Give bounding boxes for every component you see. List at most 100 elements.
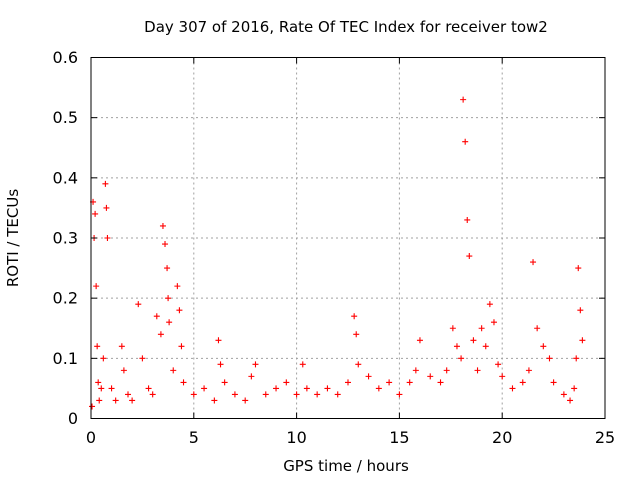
x-tick-label: 0 bbox=[86, 428, 96, 447]
y-tick-label: 0.5 bbox=[53, 108, 78, 127]
y-tick-label: 0.1 bbox=[53, 349, 78, 368]
data-point bbox=[495, 361, 502, 368]
data-point bbox=[174, 283, 181, 290]
data-point bbox=[215, 337, 222, 344]
x-tick-label: 10 bbox=[286, 428, 306, 447]
data-point bbox=[577, 307, 584, 314]
data-point bbox=[190, 391, 197, 398]
data-point bbox=[406, 379, 413, 386]
data-point bbox=[165, 295, 172, 302]
data-point bbox=[303, 385, 310, 392]
data-point bbox=[375, 385, 382, 392]
data-point bbox=[201, 385, 208, 392]
data-point bbox=[231, 391, 238, 398]
data-point bbox=[145, 385, 152, 392]
data-point bbox=[571, 385, 578, 392]
data-point bbox=[164, 265, 171, 272]
data-point bbox=[386, 379, 393, 386]
data-point bbox=[519, 379, 526, 386]
data-point bbox=[102, 180, 109, 187]
data-point bbox=[98, 385, 105, 392]
data-point bbox=[449, 325, 456, 332]
data-point bbox=[427, 373, 434, 380]
data-point bbox=[462, 138, 469, 145]
data-point bbox=[345, 379, 351, 386]
data-point bbox=[546, 355, 553, 362]
data-point bbox=[262, 391, 269, 398]
data-point bbox=[396, 391, 403, 398]
data-point bbox=[104, 235, 111, 241]
x-axis-label: GPS time / hours bbox=[283, 457, 409, 475]
data-point bbox=[93, 283, 100, 290]
data-point bbox=[221, 379, 228, 386]
data-point bbox=[159, 222, 166, 229]
data-point bbox=[157, 331, 164, 338]
data-point bbox=[314, 391, 321, 398]
data-point bbox=[92, 210, 99, 217]
grid bbox=[91, 57, 605, 419]
data-point bbox=[166, 319, 173, 326]
data-point bbox=[129, 397, 136, 404]
data-point bbox=[460, 96, 467, 103]
data-point bbox=[180, 379, 187, 386]
data-point bbox=[486, 301, 493, 308]
data-point bbox=[443, 367, 450, 374]
y-tick-label: 0.4 bbox=[53, 168, 78, 187]
data-point bbox=[575, 265, 582, 272]
x-tick-label: 20 bbox=[492, 428, 512, 447]
data-point bbox=[100, 355, 107, 362]
data-point bbox=[482, 343, 489, 350]
data-point bbox=[324, 385, 331, 392]
x-tick-label: 25 bbox=[595, 428, 615, 447]
data-points bbox=[89, 96, 586, 410]
data-point bbox=[248, 373, 255, 380]
data-point bbox=[334, 391, 341, 398]
data-point bbox=[153, 313, 160, 320]
y-tick-label: 0.6 bbox=[53, 48, 78, 67]
data-point bbox=[464, 216, 471, 223]
data-point bbox=[135, 301, 142, 308]
data-point bbox=[103, 204, 110, 211]
data-point bbox=[534, 325, 541, 332]
data-point bbox=[579, 337, 586, 344]
data-point bbox=[355, 361, 362, 368]
data-point bbox=[351, 313, 358, 320]
data-point bbox=[108, 385, 115, 392]
chart-title: Day 307 of 2016, Rate Of TEC Index for r… bbox=[144, 18, 548, 36]
data-point bbox=[490, 319, 497, 326]
data-point bbox=[96, 397, 103, 404]
data-point bbox=[530, 259, 537, 266]
data-point bbox=[217, 361, 224, 368]
data-point bbox=[470, 337, 477, 344]
data-point bbox=[89, 403, 96, 410]
data-point bbox=[466, 253, 473, 260]
data-point bbox=[299, 361, 306, 368]
x-tick-labels: 0 5 10 15 20 25 bbox=[86, 428, 615, 447]
data-point bbox=[437, 379, 444, 386]
y-tick-label: 0.3 bbox=[53, 229, 78, 248]
data-point bbox=[211, 397, 218, 404]
y-tick-labels: 0 0.1 0.2 0.3 0.4 0.5 0.6 bbox=[53, 48, 78, 428]
data-point bbox=[176, 307, 183, 314]
x-tick-label: 5 bbox=[189, 428, 199, 447]
data-point bbox=[416, 337, 423, 344]
data-point bbox=[94, 343, 101, 350]
data-point bbox=[149, 391, 156, 398]
data-point bbox=[242, 397, 249, 404]
data-point bbox=[252, 361, 259, 368]
data-point bbox=[453, 343, 460, 350]
data-point bbox=[499, 373, 506, 380]
data-point bbox=[170, 367, 177, 374]
data-point bbox=[365, 373, 372, 380]
ticks bbox=[90, 57, 606, 419]
data-point bbox=[120, 367, 127, 374]
data-point bbox=[478, 325, 485, 332]
data-point bbox=[560, 391, 567, 398]
data-point bbox=[112, 397, 119, 404]
data-point bbox=[474, 367, 481, 374]
data-point bbox=[573, 355, 580, 362]
data-point bbox=[458, 355, 465, 362]
data-point bbox=[540, 343, 547, 350]
